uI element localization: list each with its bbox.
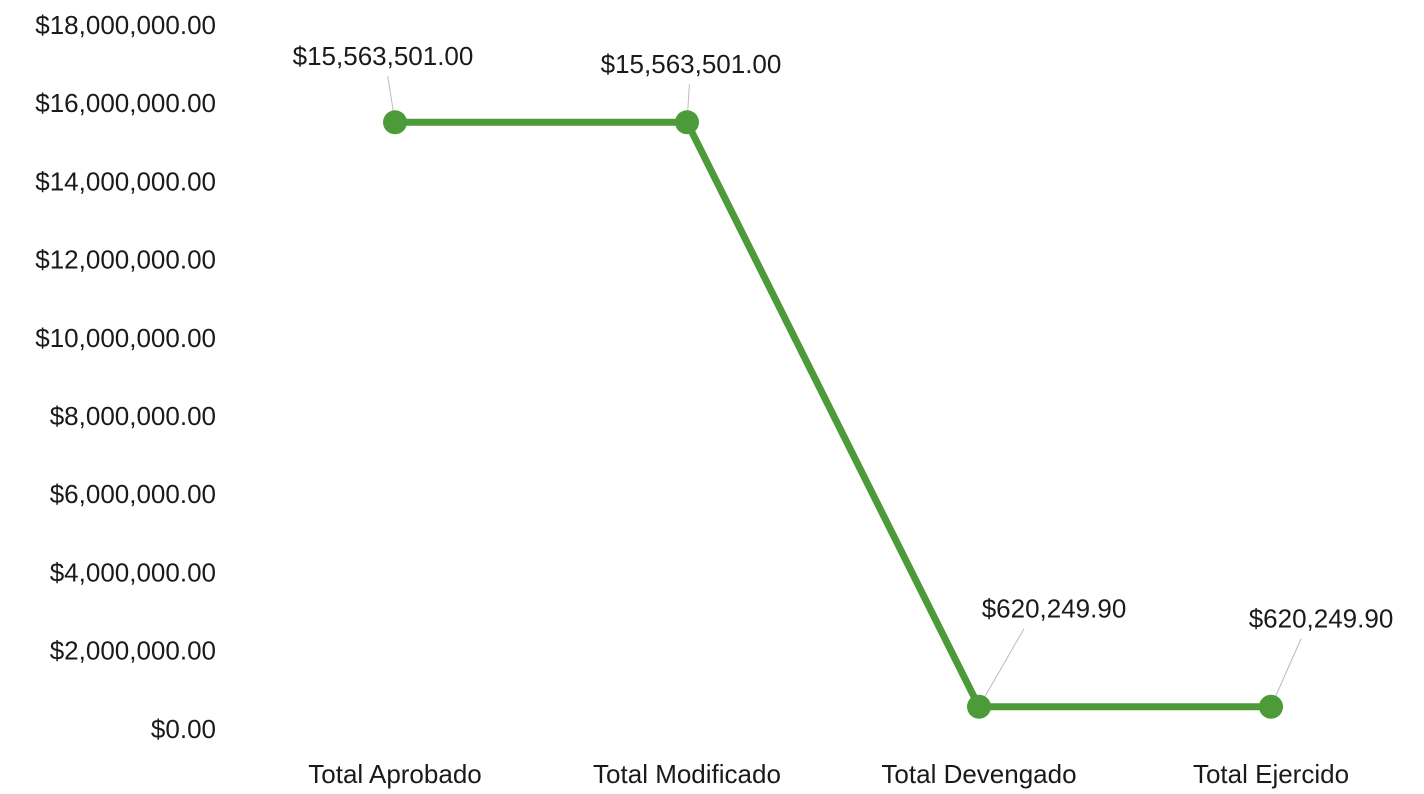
y-tick-label: $8,000,000.00	[50, 401, 216, 431]
x-tick-label: Total Aprobado	[308, 759, 481, 789]
data-label: $15,563,501.00	[293, 41, 474, 71]
y-tick-label: $16,000,000.00	[35, 88, 216, 118]
x-tick-label: Total Ejercido	[1193, 759, 1349, 789]
point	[1259, 694, 1283, 719]
x-tick-label: Total Modificado	[593, 759, 781, 789]
y-tick-label: $0.00	[151, 714, 216, 744]
y-tick-label: $14,000,000.00	[35, 166, 216, 196]
y-tick-label: $18,000,000.00	[35, 10, 216, 40]
data-label: $15,563,501.00	[601, 49, 782, 79]
y-tick-label: $2,000,000.00	[50, 636, 216, 666]
leader-line	[978, 628, 1025, 707]
point	[675, 110, 699, 135]
y-tick-label: $10,000,000.00	[35, 323, 216, 353]
y-tick-label: $12,000,000.00	[35, 245, 216, 275]
data-label: $620,249.90	[982, 594, 1127, 624]
x-tick-label: Total Devengado	[881, 759, 1076, 789]
point	[967, 694, 991, 719]
series-line	[395, 118, 1271, 711]
y-tick-label: $4,000,000.00	[50, 557, 216, 587]
y-tick-label: $6,000,000.00	[50, 479, 216, 509]
data-label: $620,249.90	[1249, 604, 1394, 634]
point	[383, 110, 407, 135]
leader-line	[1270, 638, 1302, 707]
